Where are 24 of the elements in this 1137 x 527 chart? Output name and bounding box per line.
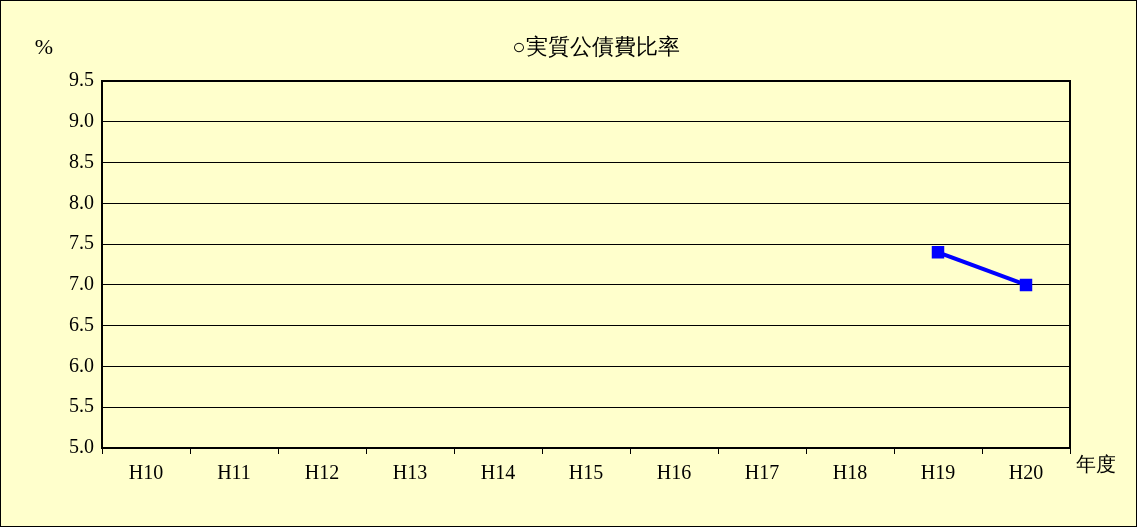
chart-title: ○実質公債費比率 (512, 33, 680, 59)
y-tick-label: 5.5 (69, 394, 94, 417)
y-tick-label: 6.0 (69, 353, 94, 376)
y-tick-label: 7.5 (69, 231, 94, 254)
y-tick-label: 8.5 (69, 149, 94, 172)
y-tick-label: 7.0 (69, 272, 94, 295)
x-tick-label: H12 (304, 461, 340, 484)
x-tick-label: H11 (217, 461, 251, 484)
y-tick-label: 5.0 (69, 435, 94, 458)
x-tick-label: H19 (920, 461, 956, 484)
x-tick-label: H14 (480, 461, 516, 484)
x-tick-label: H10 (128, 461, 164, 484)
x-tick-label: H16 (656, 461, 692, 484)
y-tick-label: 6.5 (69, 312, 94, 335)
x-tick-label: H18 (832, 461, 868, 484)
x-tick-label: H20 (1008, 461, 1044, 484)
y-tick-label: 9.0 (69, 109, 94, 132)
x-axis-title: 年度 (1076, 453, 1116, 476)
x-tick-label: H13 (392, 461, 428, 484)
x-tick-label: H17 (744, 461, 780, 484)
y-tick-label: 8.0 (69, 190, 94, 213)
x-tick-label: H15 (568, 461, 604, 484)
y-axis-title: % (34, 33, 54, 59)
y-tick-label: 9.5 (69, 68, 94, 91)
